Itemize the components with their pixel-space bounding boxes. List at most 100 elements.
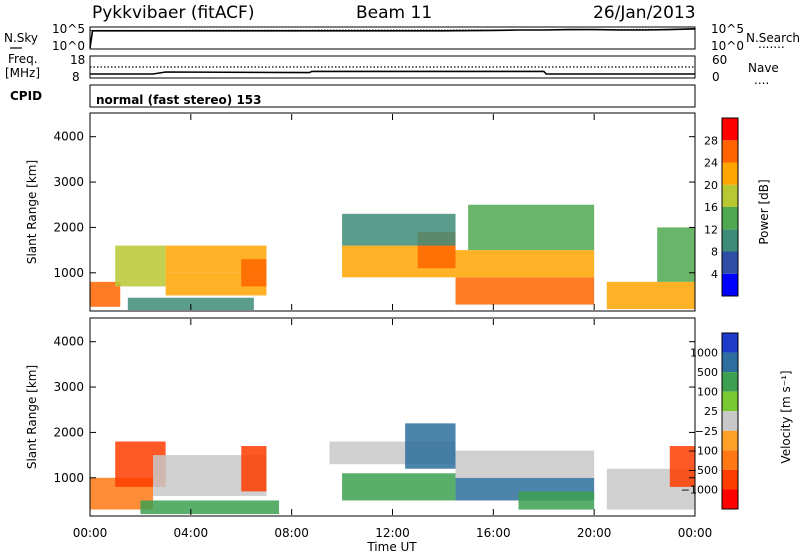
- power-region: [455, 277, 595, 305]
- y-tick-label: 3000: [53, 380, 84, 394]
- noise-search-dots: .......: [758, 37, 785, 51]
- x-axis-label: Time UT: [366, 540, 417, 554]
- velocity-ylabel: Slant Range [km]: [25, 365, 39, 469]
- velocity-colorbar-label: Velocity [m s⁻¹]: [779, 370, 793, 463]
- station-title: Pykkvibaer (fitACF): [92, 3, 254, 23]
- velocity-colorbar-tick: −500: [688, 464, 718, 477]
- freq-left-tick-top: 18: [70, 53, 85, 67]
- freq-label: Freq.: [8, 52, 38, 66]
- power-colorbar-tick: 4: [711, 268, 718, 281]
- noise-left-tick-top: 10^5: [52, 22, 85, 36]
- power-region: [468, 204, 595, 251]
- date-label: 26/Jan/2013: [593, 3, 696, 23]
- beam-label: Beam 11: [356, 3, 432, 23]
- freq-line: [90, 70, 695, 75]
- power-colorbar-swatch: [722, 118, 738, 141]
- velocity-colorbar-frame: [721, 332, 739, 510]
- y-tick-label: 1000: [53, 471, 84, 485]
- x-tick-label: 00:00: [73, 526, 108, 540]
- power-colorbar-label: Power [dB]: [757, 179, 771, 244]
- power-region: [606, 281, 695, 310]
- x-tick-label: 08:00: [274, 526, 309, 540]
- y-tick-label: 2000: [53, 425, 84, 439]
- velocity-colorbar-swatch: [722, 430, 738, 451]
- velocity-colorbar-swatch: [722, 489, 738, 509]
- velocity-region: [669, 446, 695, 487]
- velocity-colorbar-tick: −25: [695, 425, 718, 438]
- cpid-label: CPID: [10, 89, 42, 103]
- nave-tick-top: 60: [712, 53, 727, 67]
- power-colorbar-swatch: [722, 251, 738, 274]
- noise-sky-line: [89, 28, 696, 49]
- power-region: [241, 259, 267, 287]
- velocity-colorbar-tick: −1000: [681, 483, 718, 496]
- velocity-colorbar-tick: 100: [697, 386, 718, 399]
- power-ylabel: Slant Range [km]: [25, 160, 39, 264]
- power-region: [115, 245, 166, 287]
- x-tick-label: 04:00: [174, 526, 209, 540]
- y-tick-label: 4000: [53, 130, 84, 144]
- power-colorbar-swatch: [722, 140, 738, 163]
- noise-search-line: [89, 28, 696, 31]
- velocity-colorbar-swatch: [722, 372, 738, 392]
- x-tick-label: 00:00: [678, 526, 713, 540]
- power-region: [127, 297, 254, 310]
- velocity-colorbar: 1000 500 100 25 −25 −100 −500 −1000: [681, 332, 739, 510]
- power-colorbar-frame: [721, 117, 739, 297]
- noise-search-label: N.Search: [746, 31, 800, 45]
- nave-dots: ....: [754, 73, 769, 87]
- x-axis: 00:00 04:00 08:00 12:00 16:00 20:00 00:00: [73, 526, 713, 540]
- velocity-colorbar-tick: −100: [688, 444, 718, 457]
- noise-sky-label: N.Sky: [4, 31, 38, 45]
- velocity-region: [241, 446, 267, 492]
- velocity-region: [342, 473, 456, 501]
- noise-panel: N.Sky 10^5 10^0 10^5 10^0 N.Search .....…: [4, 22, 800, 53]
- nave-label: Nave: [748, 61, 779, 75]
- power-colorbar-swatch: [722, 273, 738, 296]
- y-tick-label: 1000: [53, 266, 84, 280]
- noise-right-tick-bottom: 10^0: [711, 39, 744, 53]
- velocity-region: [455, 450, 595, 478]
- x-tick-label: 20:00: [577, 526, 612, 540]
- velocity-colorbar-swatch: [722, 411, 738, 431]
- power-data: [90, 204, 695, 310]
- freq-left-tick-bottom: 8: [72, 70, 80, 84]
- velocity-colorbar-swatch: [722, 352, 738, 373]
- velocity-axes: 1000 2000 3000 4000: [53, 319, 696, 515]
- power-colorbar-swatch: [722, 184, 738, 207]
- velocity-colorbar-swatch: [722, 469, 738, 490]
- velocity-panel: 1000 2000 3000 4000 Slant Range [km] 1000 50…: [25, 317, 793, 517]
- power-region: [657, 227, 695, 282]
- power-colorbar-tick: 28: [704, 134, 718, 147]
- noise-right-tick-top: 10^5: [711, 22, 744, 36]
- power-region: [342, 213, 456, 246]
- noise-left-tick-bottom: 10^0: [52, 39, 85, 53]
- velocity-colorbar-tick: 500: [697, 366, 718, 379]
- x-tick-label: 16:00: [476, 526, 511, 540]
- y-tick-label: 4000: [53, 335, 84, 349]
- y-tick-label: 3000: [53, 175, 84, 189]
- power-colorbar-tick: 12: [704, 223, 718, 236]
- velocity-colorbar-swatch: [722, 391, 738, 412]
- cpid-panel: CPID normal (fast stereo) 153: [10, 84, 696, 108]
- power-panel: 1000 2000 3000 4000 Slant Range [km] 4 8 12 16…: [25, 112, 771, 312]
- freq-unit-label: [MHz]: [5, 66, 40, 80]
- velocity-region: [518, 491, 595, 510]
- velocity-colorbar-swatch: [722, 333, 738, 353]
- velocity-region: [140, 500, 280, 515]
- nave-tick-bottom: 0: [712, 70, 720, 84]
- power-colorbar: 4 8 12 16 20 24 28: [704, 117, 739, 297]
- y-tick-label: 2000: [53, 220, 84, 234]
- power-axes: 1000 2000 3000 4000: [53, 114, 696, 310]
- power-colorbar-swatch: [722, 207, 738, 230]
- power-colorbar-tick: 24: [704, 157, 718, 170]
- power-region: [455, 250, 595, 278]
- power-colorbar-swatch: [722, 229, 738, 252]
- power-colorbar-swatch: [722, 162, 738, 185]
- power-colorbar-tick: 20: [704, 179, 718, 192]
- power-colorbar-tick: 8: [711, 246, 718, 259]
- velocity-region: [405, 423, 456, 469]
- velocity-data: [90, 423, 695, 515]
- velocity-colorbar-swatch: [722, 450, 738, 470]
